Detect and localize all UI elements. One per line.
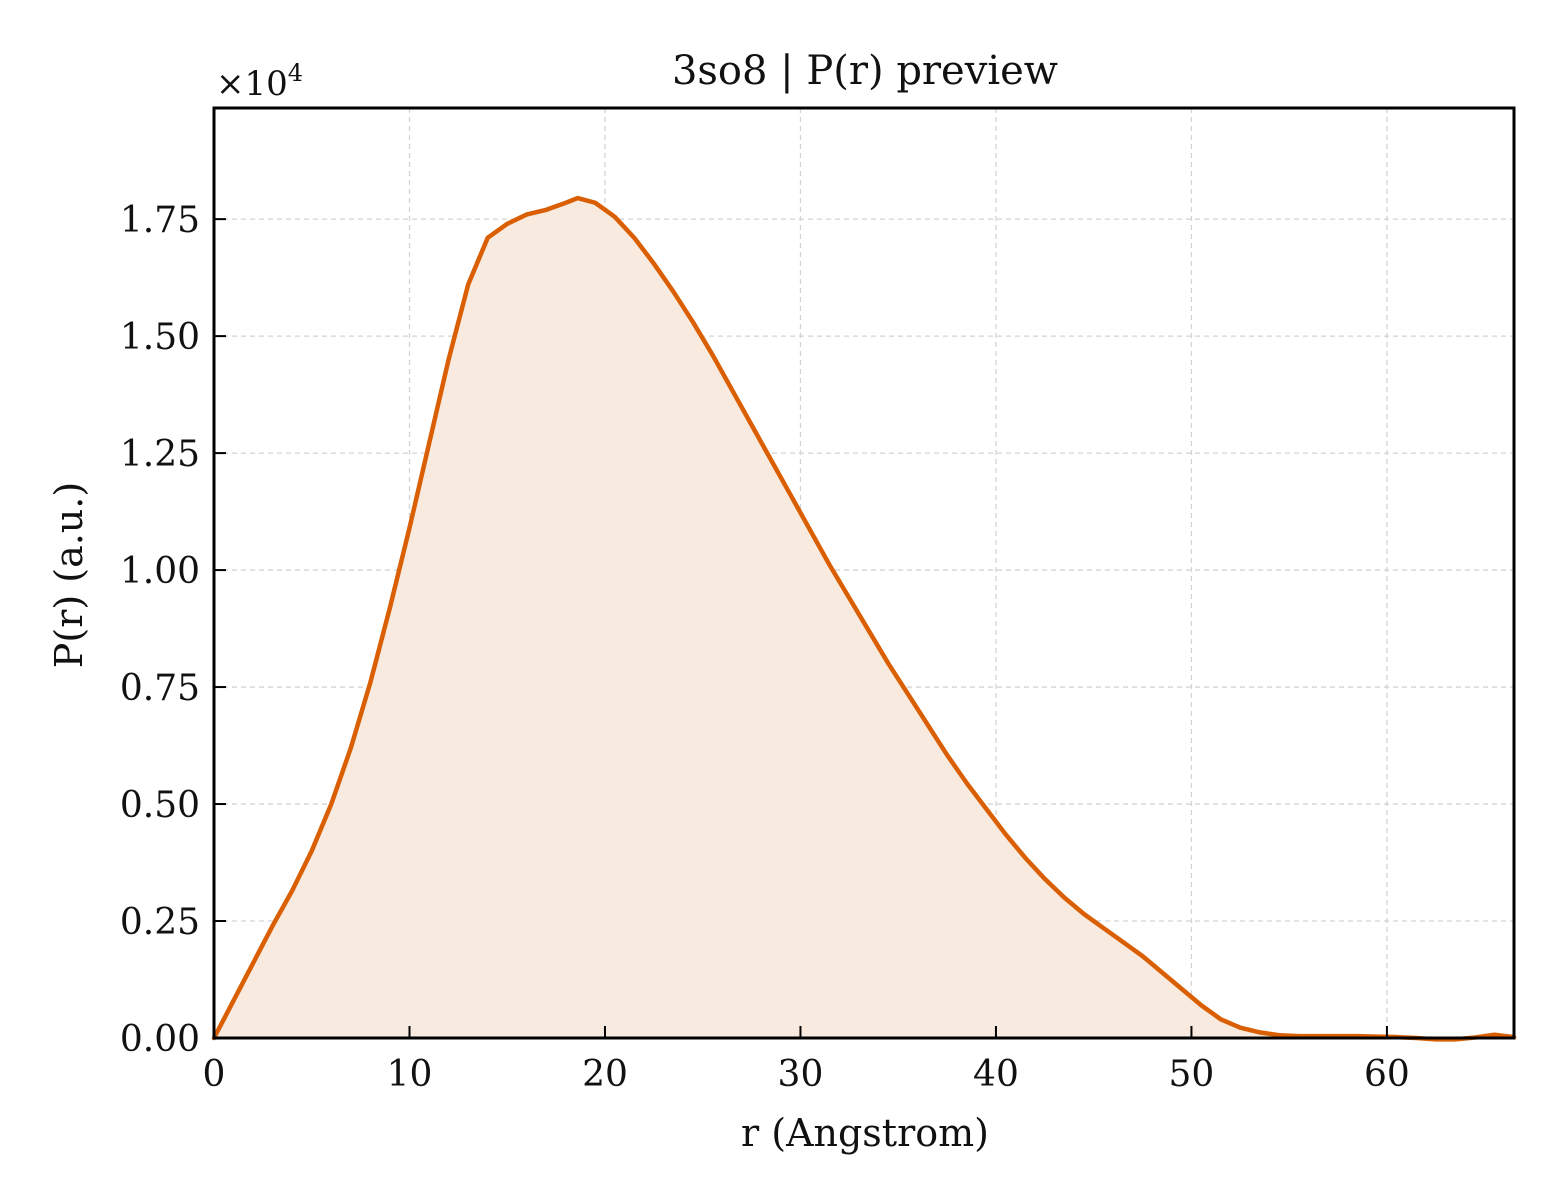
x-tick-label-6: 60 [1364, 1054, 1410, 1095]
x-tick-label-5: 50 [1169, 1054, 1215, 1095]
y-tick-label-5: 1.25 [120, 434, 200, 475]
x-tick-label-1: 10 [387, 1054, 433, 1095]
y-axis-multiplier-exponent: 4 [288, 59, 303, 87]
y-tick-label-4: 1.00 [120, 551, 200, 592]
x-tick-label-3: 30 [778, 1054, 824, 1095]
y-tick-label-1: 0.25 [120, 902, 200, 943]
y-tick-label-2: 0.50 [120, 785, 200, 826]
y-tick-label-3: 0.75 [120, 668, 200, 709]
x-tick-label-4: 40 [973, 1054, 1019, 1095]
y-tick-label-0: 0.00 [120, 1019, 200, 1060]
plot-frame [212, 106, 1516, 1040]
x-axis-label: r (Angstrom) [741, 1111, 989, 1155]
y-axis-multiplier: ×104 [216, 59, 303, 104]
x-axis-ticks: 0 10 20 30 40 50 60 [203, 1026, 1410, 1095]
x-tick-label-0: 0 [203, 1054, 226, 1095]
y-axis-multiplier-base: ×10 [216, 64, 288, 104]
chart-title: 3so8 | P(r) preview [672, 48, 1058, 94]
y-axis-ticks: 0.00 0.25 0.50 0.75 1.00 1.25 1.50 1.75 [120, 200, 226, 1060]
area-fill [214, 198, 1514, 1038]
y-axis-label: P(r) (a.u.) [47, 482, 91, 668]
y-tick-label-7: 1.75 [120, 200, 200, 241]
y-tick-label-6: 1.50 [120, 317, 200, 358]
x-tick-label-2: 20 [582, 1054, 628, 1095]
data-line [211, 195, 1517, 1042]
